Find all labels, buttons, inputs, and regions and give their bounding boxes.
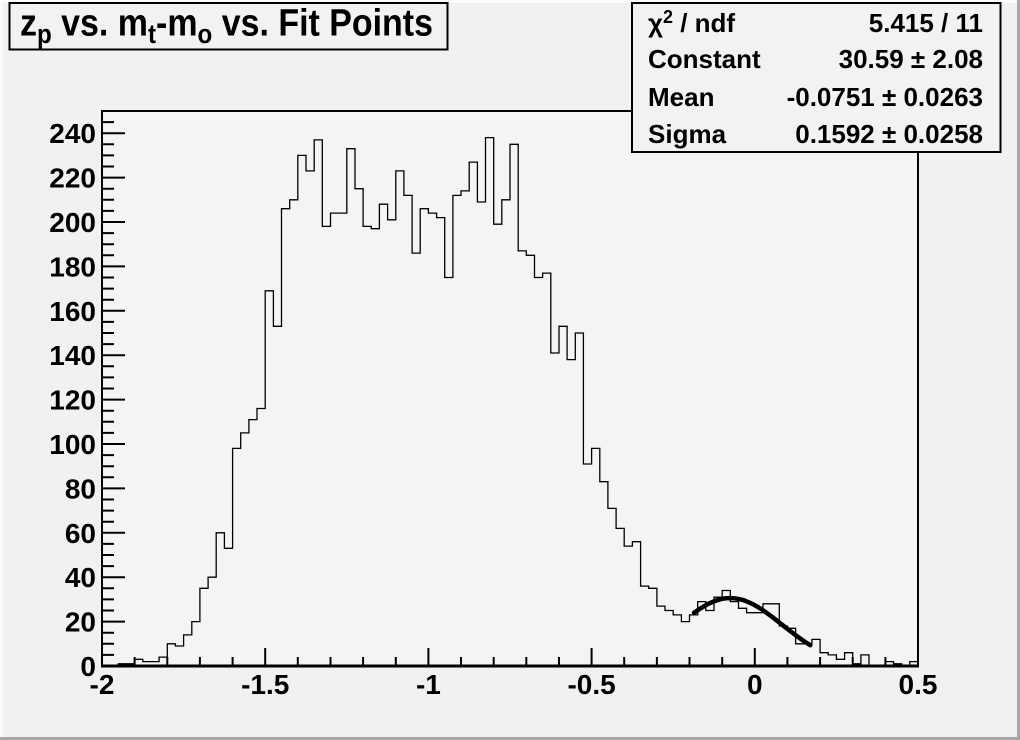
svg-text:χ2 / ndf: χ2 / ndf (648, 7, 735, 38)
svg-text:20: 20 (65, 607, 96, 638)
svg-text:-2: -2 (90, 669, 115, 700)
svg-text:0: 0 (80, 651, 96, 682)
svg-text:180: 180 (49, 251, 96, 282)
svg-text:160: 160 (49, 296, 96, 327)
svg-text:200: 200 (49, 207, 96, 238)
svg-text:240: 240 (49, 118, 96, 149)
svg-text:Mean: Mean (648, 82, 714, 112)
svg-text:Constant: Constant (648, 44, 761, 74)
svg-text:220: 220 (49, 163, 96, 194)
svg-text:120: 120 (49, 385, 96, 416)
svg-text:100: 100 (49, 429, 96, 460)
svg-text:0.5: 0.5 (899, 669, 938, 700)
svg-text:0.1592 ± 0.0258: 0.1592 ± 0.0258 (795, 119, 983, 149)
svg-text:-0.5: -0.5 (567, 669, 615, 700)
svg-text:40: 40 (65, 562, 96, 593)
svg-text:140: 140 (49, 340, 96, 371)
svg-text:Sigma: Sigma (648, 119, 727, 149)
svg-text:30.59 ± 2.08: 30.59 ± 2.08 (839, 44, 983, 74)
svg-text:-1.5: -1.5 (241, 669, 289, 700)
svg-text:-0.0751 ± 0.0263: -0.0751 ± 0.0263 (787, 82, 983, 112)
svg-text:5.415 / 11: 5.415 / 11 (869, 8, 983, 38)
svg-text:zp vs. mt-mo vs. Fit Points: zp vs. mt-mo vs. Fit Points (20, 3, 433, 50)
svg-text:60: 60 (65, 518, 96, 549)
svg-text:0: 0 (747, 669, 763, 700)
svg-text:-1: -1 (416, 669, 441, 700)
svg-text:80: 80 (65, 473, 96, 504)
